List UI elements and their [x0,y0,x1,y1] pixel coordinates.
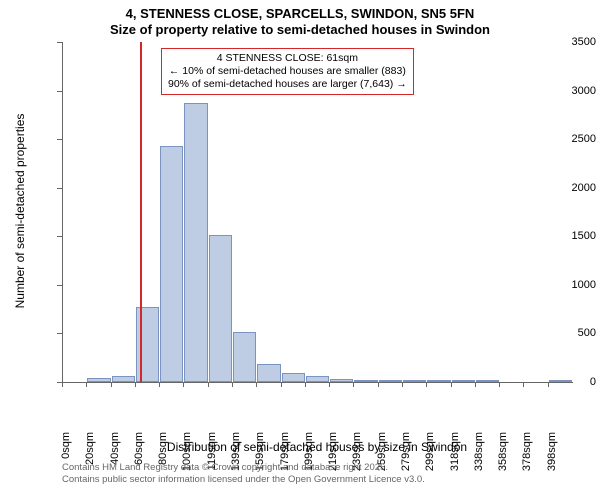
xtick-mark [523,382,524,387]
property-marker-line [140,42,142,382]
xtick-mark [402,382,403,387]
xtick-mark [159,382,160,387]
histogram-bar [330,379,353,382]
xtick-mark [281,382,282,387]
histogram-bar [282,373,305,382]
histogram-bar [549,380,572,382]
xtick-mark [475,382,476,387]
xtick-mark [135,382,136,387]
annotation-line1: 4 STENNESS CLOSE: 61sqm [168,52,407,65]
xtick-mark [232,382,233,387]
histogram-bar [354,380,377,382]
annotation-line3: 90% of semi-detached houses are larger (… [168,78,407,91]
histogram-bar [160,146,183,382]
xtick-mark [208,382,209,387]
xtick-mark [305,382,306,387]
xtick-mark [548,382,549,387]
histogram-bar [87,378,110,382]
chart-container: 4, STENNESS CLOSE, SPARCELLS, SWINDON, S… [0,0,600,500]
histogram-bar [257,364,280,382]
xtick-mark [183,382,184,387]
annotation-box: 4 STENNESS CLOSE: 61sqm ← 10% of semi-de… [161,48,414,95]
y-axis-label: Number of semi-detached properties [13,101,27,321]
footer-line2: Contains public sector information licen… [62,474,425,486]
histogram-bar [452,380,475,382]
histogram-bar [233,332,256,382]
xtick-mark [353,382,354,387]
xtick-mark [256,382,257,387]
histogram-bar [306,376,329,382]
xtick-mark [62,382,63,387]
footer-line1: Contains HM Land Registry data © Crown c… [62,462,425,474]
chart-title-line2: Size of property relative to semi-detach… [0,22,600,38]
histogram-bar [112,376,135,382]
xtick-mark [111,382,112,387]
xtick-mark [426,382,427,387]
histogram-bar [476,380,499,382]
histogram-bar [403,380,426,382]
plot-area: 4 STENNESS CLOSE: 61sqm ← 10% of semi-de… [62,42,573,383]
annotation-line2: ← 10% of semi-detached houses are smalle… [168,65,407,78]
xtick-mark [329,382,330,387]
histogram-bar [209,235,232,382]
xtick-mark [451,382,452,387]
xtick-mark [86,382,87,387]
footer-attribution: Contains HM Land Registry data © Crown c… [62,462,425,486]
xtick-mark [378,382,379,387]
xtick-mark [499,382,500,387]
histogram-bar [184,103,207,382]
chart-title-line1: 4, STENNESS CLOSE, SPARCELLS, SWINDON, S… [0,6,600,22]
x-axis-label: Distribution of semi-detached houses by … [62,440,572,454]
histogram-bar [427,380,450,382]
histogram-bar [379,380,402,382]
